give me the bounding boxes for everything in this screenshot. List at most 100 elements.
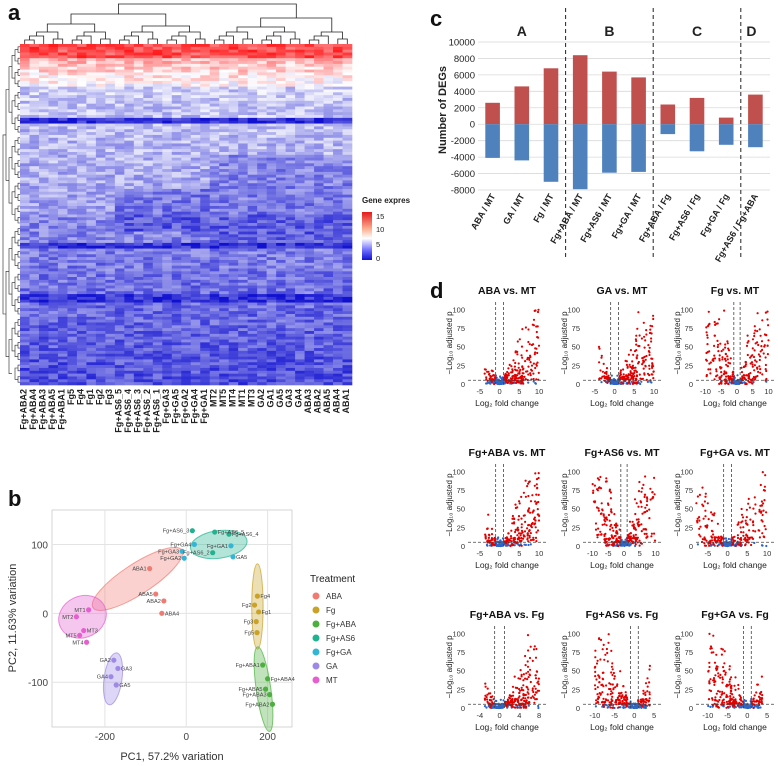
heatmap-cell [95,322,106,326]
heatmap-cell [67,259,78,264]
heatmap-cell [247,188,258,193]
bar-y-tick: 6000 [454,70,475,81]
heatmap-cell [171,100,182,104]
heatmap-column-label: GA3 [284,389,294,408]
heatmap-cell [29,137,40,141]
volcano-point [509,381,513,384]
heatmap-cell [48,72,59,76]
heatmap-cell [95,240,106,244]
heatmap-cell [76,63,87,68]
heatmap-cell [76,177,87,181]
heatmap-cell [114,63,125,68]
dendrogram-branch [14,276,18,289]
heatmap-cell [342,44,353,48]
volcano-point [650,340,653,343]
heatmap-cell [190,214,201,218]
heatmap-cell [314,350,324,355]
heatmap-cell [238,237,248,241]
heatmap-cell [257,311,267,315]
heatmap-cell [238,285,248,289]
heatmap-cell [276,345,286,349]
volcano-point [627,353,630,356]
heatmap-cell [152,294,163,298]
heatmap-cell [95,234,106,238]
heatmap-cell [133,92,144,96]
heatmap-cell [200,115,211,119]
heatmap-cell [67,154,78,158]
heatmap-cell [86,109,97,113]
heatmap-cell [124,63,135,68]
heatmap-cell [48,367,59,372]
heatmap-cell [105,350,116,355]
heatmap-cell [171,75,182,79]
heatmap-cell [114,339,125,343]
heatmap-cell [143,356,154,360]
heatmap-column-label: Fg+GA5 [170,389,180,424]
heatmap-cell [200,299,211,303]
heatmap-cell [257,194,267,198]
heatmap-cell [285,191,296,195]
heatmap-cell [86,188,97,193]
heatmap-cell [200,285,211,289]
heatmap-cell [114,72,125,76]
heatmap-cell [162,180,173,184]
heatmap-cell [114,55,125,59]
heatmap-cell [266,66,277,70]
volcano-point [521,375,524,378]
heatmap-cell [266,311,277,315]
volcano-point [516,340,519,343]
heatmap-cell [171,208,182,212]
heatmap-cell [333,49,343,53]
heatmap-cell [86,350,97,355]
heatmap-cell [20,370,30,374]
heatmap-cell [266,342,277,346]
heatmap-cell [48,376,59,380]
heatmap-cell [133,106,144,110]
heatmap-cell [57,285,68,289]
heatmap-cell [86,240,97,244]
heatmap-cell [266,132,277,136]
volcano-point [530,364,534,367]
heatmap-cell [276,109,286,113]
heatmap-cell [181,61,192,65]
heatmap-cell [48,112,59,116]
heatmap-cell [228,265,239,269]
heatmap-cell [57,348,68,352]
heatmap-cell [29,186,40,190]
heatmap-cell [95,197,106,201]
heatmap-cell [257,234,267,238]
heatmap-cell [285,200,296,204]
heatmap-cell [29,58,40,62]
heatmap-cell [171,52,182,56]
heatmap-cell [276,237,286,241]
heatmap-cell [124,362,135,366]
heatmap-cell [276,234,286,238]
heatmap-cell [57,336,68,340]
heatmap-cell [48,242,59,247]
heatmap-cell [95,288,106,292]
heatmap-cell [209,188,220,193]
heatmap-cell [200,55,211,59]
heatmap-cell [219,120,229,124]
heatmap-column-label: GA1 [265,389,275,408]
heatmap-cell [95,342,106,346]
heatmap-cell [143,157,154,161]
heatmap-cell [238,373,248,377]
heatmap-cell [67,319,78,323]
heatmap-cell [266,245,277,249]
heatmap-cell [48,257,59,261]
heatmap-cell [57,265,68,269]
heatmap-cell [247,342,258,346]
heatmap-cell [162,80,173,85]
heatmap-cell [295,143,305,147]
heatmap-cell [152,271,163,275]
heatmap-cell [162,350,173,355]
heatmap-cell [266,302,277,306]
heatmap-cell [295,228,305,232]
heatmap-cell [143,353,154,357]
heatmap-cell [238,137,248,141]
heatmap-cell [342,97,353,102]
heatmap-cell [276,279,286,283]
heatmap-cell [105,348,116,352]
heatmap-cell [304,291,315,295]
